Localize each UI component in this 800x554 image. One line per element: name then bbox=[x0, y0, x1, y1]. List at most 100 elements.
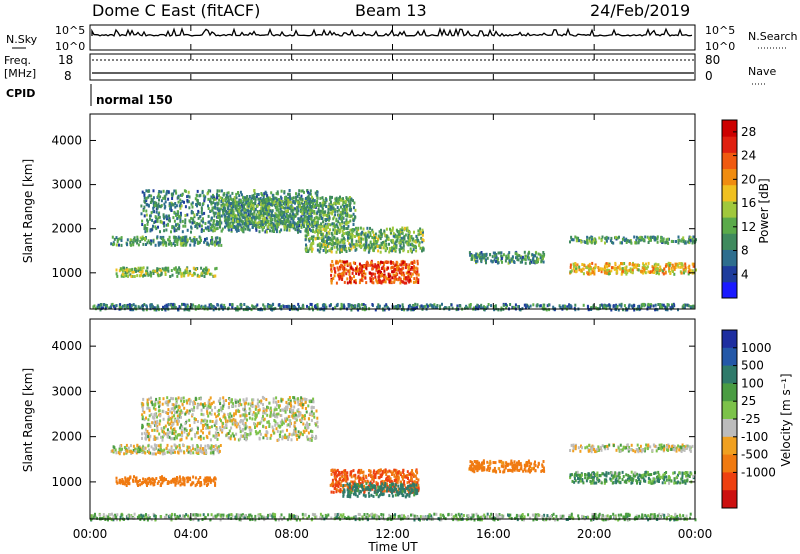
data-cell bbox=[287, 398, 290, 402]
data-cell bbox=[364, 276, 367, 280]
data-cell bbox=[225, 203, 228, 207]
colorbar-tick-label: 16 bbox=[741, 196, 756, 210]
data-cell bbox=[336, 243, 339, 247]
data-cell bbox=[403, 237, 406, 241]
data-cell bbox=[145, 199, 148, 203]
data-cell bbox=[237, 213, 239, 217]
data-cell bbox=[138, 447, 141, 451]
data-cell bbox=[666, 237, 669, 241]
data-cell bbox=[144, 230, 147, 234]
data-cell bbox=[162, 189, 165, 193]
data-cell bbox=[537, 252, 540, 256]
data-cell bbox=[692, 262, 695, 266]
data-cell bbox=[254, 197, 257, 201]
data-cell bbox=[320, 243, 323, 247]
data-cell bbox=[628, 262, 631, 266]
data-cell bbox=[212, 201, 215, 205]
data-cell bbox=[204, 226, 207, 230]
data-cell bbox=[401, 231, 404, 235]
data-cell bbox=[136, 238, 139, 241]
data-cell bbox=[118, 243, 120, 247]
data-cell bbox=[302, 303, 305, 307]
data-cell bbox=[248, 412, 251, 416]
data-cell bbox=[267, 220, 270, 223]
data-cell bbox=[182, 396, 185, 400]
data-cell bbox=[127, 305, 130, 309]
data-cell bbox=[123, 446, 126, 449]
data-cell bbox=[350, 303, 353, 307]
data-cell bbox=[237, 202, 240, 206]
data-cell bbox=[666, 308, 669, 312]
data-cell bbox=[250, 197, 253, 201]
data-cell bbox=[375, 278, 378, 282]
data-cell bbox=[464, 306, 466, 310]
data-cell bbox=[196, 273, 199, 277]
data-cell bbox=[343, 267, 346, 270]
data-cell bbox=[662, 303, 665, 307]
data-cell bbox=[401, 228, 404, 232]
data-cell bbox=[240, 193, 243, 197]
data-cell bbox=[136, 241, 139, 245]
data-cell bbox=[134, 239, 137, 243]
data-cell bbox=[308, 423, 311, 426]
data-cell bbox=[211, 225, 214, 229]
data-cell bbox=[212, 229, 215, 233]
data-cell bbox=[171, 193, 174, 197]
data-cell bbox=[188, 409, 191, 413]
data-cell bbox=[310, 303, 313, 306]
data-cell bbox=[186, 304, 189, 308]
colorbar-tick-label: 20 bbox=[741, 172, 756, 186]
data-cell bbox=[626, 239, 629, 243]
data-cell bbox=[252, 194, 255, 197]
data-cell bbox=[611, 240, 613, 244]
data-cell bbox=[228, 303, 231, 307]
data-cell bbox=[586, 238, 588, 242]
data-cell bbox=[234, 199, 237, 203]
y-tick-label: 4000 bbox=[51, 133, 82, 147]
data-cell bbox=[456, 304, 459, 308]
data-cell bbox=[243, 211, 246, 215]
data-cell bbox=[161, 438, 164, 442]
data-cell bbox=[532, 303, 535, 307]
data-cell bbox=[268, 215, 271, 219]
data-cell bbox=[322, 198, 325, 202]
data-cell bbox=[276, 214, 279, 218]
data-cell bbox=[248, 306, 251, 310]
data-cell bbox=[292, 306, 295, 310]
data-cell bbox=[167, 197, 170, 201]
data-cell bbox=[394, 235, 397, 239]
data-cell bbox=[184, 218, 187, 222]
data-cell bbox=[335, 261, 338, 265]
data-cell bbox=[354, 281, 357, 285]
data-cell bbox=[658, 272, 660, 276]
data-cell bbox=[266, 194, 269, 198]
data-cell bbox=[205, 237, 208, 241]
data-cell bbox=[597, 266, 600, 269]
data-cell bbox=[397, 233, 400, 236]
data-cell bbox=[215, 196, 218, 200]
data-cell bbox=[323, 203, 326, 207]
data-cell bbox=[222, 199, 225, 202]
data-cell bbox=[184, 189, 187, 193]
data-cell bbox=[314, 203, 317, 207]
data-cell bbox=[348, 303, 351, 307]
data-cell bbox=[347, 304, 350, 307]
data-cell bbox=[600, 270, 603, 274]
data-cell bbox=[322, 242, 325, 246]
data-cell bbox=[314, 305, 316, 308]
data-cell bbox=[207, 207, 210, 210]
data-cell bbox=[182, 274, 185, 278]
data-cell bbox=[382, 241, 384, 244]
data-cell bbox=[471, 254, 473, 258]
data-cell bbox=[541, 306, 544, 310]
data-cell bbox=[165, 228, 168, 232]
data-cell bbox=[415, 234, 418, 238]
data-cell bbox=[179, 268, 182, 272]
data-cell bbox=[399, 244, 402, 248]
data-cell bbox=[531, 253, 534, 257]
data-cell bbox=[214, 267, 217, 271]
data-cell bbox=[235, 432, 238, 436]
data-cell bbox=[660, 236, 663, 240]
data-cell bbox=[349, 198, 352, 202]
data-cell bbox=[227, 412, 230, 416]
